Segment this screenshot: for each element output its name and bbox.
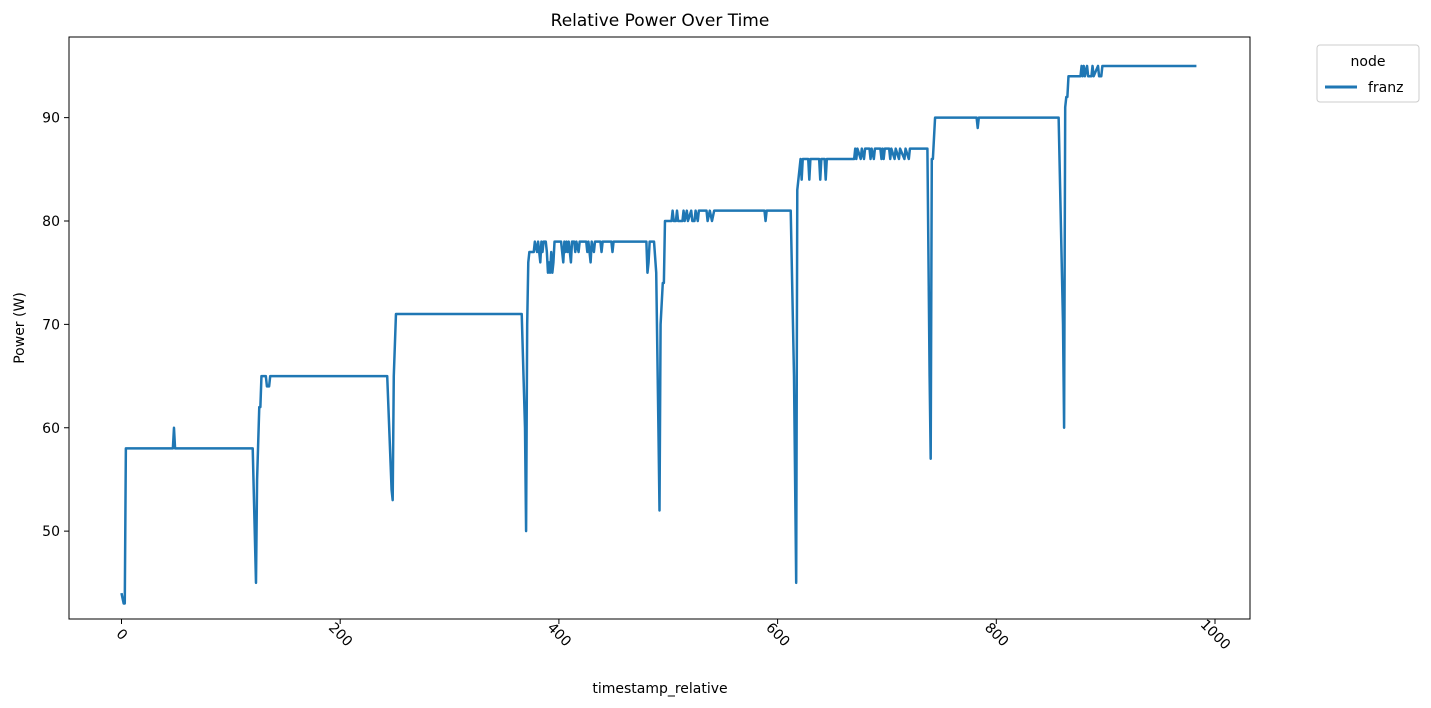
plot-frame <box>68 36 1251 620</box>
x-tick-label: 0 <box>113 626 131 644</box>
y-tick-label: 80 <box>42 214 60 230</box>
y-axis: 50 60 70 80 90 <box>42 111 69 540</box>
series-line-franz <box>120 64 1197 605</box>
legend: node franz <box>1316 44 1420 103</box>
x-axis: 0 200 400 600 800 1000 <box>113 617 1234 654</box>
x-tick-label: 400 <box>544 620 574 650</box>
y-tick-label: 90 <box>42 111 60 127</box>
x-tick-label: 200 <box>325 620 355 650</box>
plot-area <box>120 64 1197 605</box>
x-tick-label: 800 <box>981 620 1011 650</box>
chart-title: Relative Power Over Time <box>551 11 770 31</box>
y-tick-label: 60 <box>42 421 60 437</box>
x-axis-label: timestamp_relative <box>592 681 727 697</box>
legend-title: node <box>1351 54 1386 70</box>
y-tick-label: 70 <box>42 317 60 333</box>
y-axis-label: Power (W) <box>12 292 28 364</box>
legend-label-franz: franz <box>1368 80 1404 96</box>
y-tick-label: 50 <box>42 524 60 540</box>
x-tick-label: 600 <box>762 620 792 650</box>
